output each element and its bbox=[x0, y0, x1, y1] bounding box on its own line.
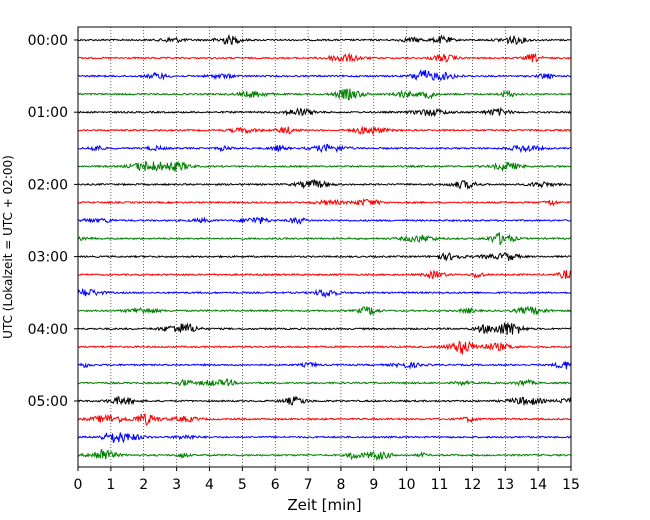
trace-line bbox=[77, 448, 572, 462]
y-axis-label: UTC (Lokalzeit = UTC + 02:00) bbox=[1, 155, 15, 339]
x-tick-label: 3 bbox=[172, 477, 181, 493]
trace-line bbox=[77, 305, 572, 316]
trace-line bbox=[77, 288, 572, 299]
x-tick-label: 8 bbox=[336, 477, 345, 493]
trace-line bbox=[77, 33, 572, 46]
trace-line bbox=[77, 322, 572, 335]
trace-line bbox=[77, 51, 572, 63]
x-tick-label: 15 bbox=[562, 477, 580, 493]
trace-line bbox=[77, 143, 572, 154]
x-tick-label: 9 bbox=[369, 477, 378, 493]
x-tick-label: 6 bbox=[271, 477, 280, 493]
y-axis-ticks: 00:00 01:00 02:00 03:00 04:00 05:00 bbox=[28, 33, 78, 410]
y-tick-label: 05:00 bbox=[28, 394, 68, 410]
x-axis-label: Zeit [min] bbox=[287, 496, 361, 514]
x-tick-label: 0 bbox=[74, 477, 83, 493]
x-tick-label: 4 bbox=[205, 477, 214, 493]
x-tick-label: 1 bbox=[106, 477, 115, 493]
trace-line bbox=[77, 125, 572, 137]
vertical-gridlines bbox=[110, 27, 539, 467]
trace-line bbox=[77, 197, 572, 207]
x-tick-label: 11 bbox=[431, 477, 449, 493]
trace-line bbox=[77, 106, 572, 117]
x-tick-label: 5 bbox=[238, 477, 247, 493]
y-tick-label: 02:00 bbox=[28, 177, 68, 193]
trace-line bbox=[77, 69, 572, 82]
x-tick-label: 10 bbox=[398, 477, 416, 493]
y-tick-label: 04:00 bbox=[28, 322, 68, 338]
trace-line bbox=[77, 395, 572, 406]
trace-line bbox=[77, 160, 572, 173]
y-tick-label: 00:00 bbox=[28, 33, 68, 49]
trace-line bbox=[77, 178, 572, 191]
trace-line bbox=[77, 432, 572, 444]
trace-line bbox=[77, 360, 572, 370]
x-tick-label: 12 bbox=[463, 477, 481, 493]
y-tick-label: 01:00 bbox=[28, 105, 68, 121]
trace-line bbox=[77, 251, 572, 262]
x-tick-label: 2 bbox=[139, 477, 148, 493]
x-tick-label: 13 bbox=[496, 477, 514, 493]
y-tick-label: 03:00 bbox=[28, 250, 68, 266]
trace-line bbox=[77, 269, 572, 280]
seismic-traces bbox=[77, 33, 572, 462]
trace-line bbox=[77, 378, 572, 387]
x-tick-label: 7 bbox=[304, 477, 313, 493]
plot-frame bbox=[77, 26, 572, 468]
trace-line bbox=[77, 216, 572, 225]
trace-line bbox=[77, 340, 572, 355]
trace-line bbox=[77, 413, 572, 426]
x-tick-label: 14 bbox=[529, 477, 547, 493]
trace-line bbox=[77, 231, 572, 246]
trace-line bbox=[77, 88, 572, 101]
x-axis-ticks: 0 1 2 3 4 5 6 7 8 9 10 11 12 13 14 15 bbox=[74, 467, 580, 493]
